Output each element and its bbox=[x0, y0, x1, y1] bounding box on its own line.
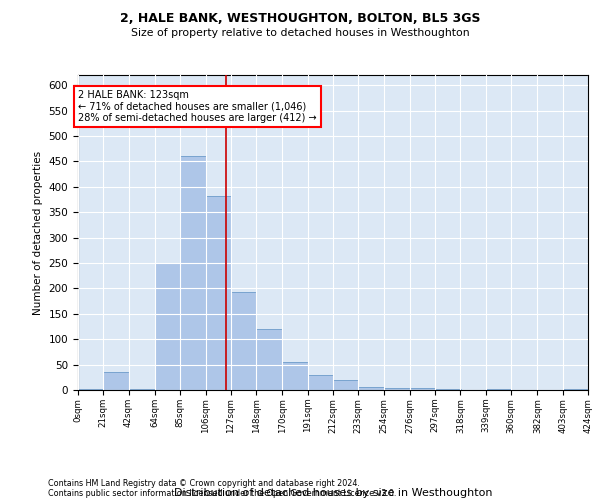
Text: 2 HALE BANK: 123sqm
← 71% of detached houses are smaller (1,046)
28% of semi-det: 2 HALE BANK: 123sqm ← 71% of detached ho… bbox=[78, 90, 317, 124]
Y-axis label: Number of detached properties: Number of detached properties bbox=[33, 150, 43, 314]
Bar bbox=[155, 263, 180, 390]
Bar bbox=[231, 292, 256, 390]
Bar bbox=[103, 372, 128, 390]
Text: 2, HALE BANK, WESTHOUGHTON, BOLTON, BL5 3GS: 2, HALE BANK, WESTHOUGHTON, BOLTON, BL5 … bbox=[120, 12, 480, 26]
Bar bbox=[180, 156, 205, 390]
Bar bbox=[256, 329, 283, 390]
Bar bbox=[410, 388, 435, 390]
Bar bbox=[333, 380, 358, 390]
Bar bbox=[308, 375, 333, 390]
Bar bbox=[283, 362, 308, 390]
Bar bbox=[383, 388, 410, 390]
Text: Contains HM Land Registry data © Crown copyright and database right 2024.: Contains HM Land Registry data © Crown c… bbox=[48, 478, 360, 488]
Text: Contains public sector information licensed under the Open Government Licence v3: Contains public sector information licen… bbox=[48, 488, 397, 498]
X-axis label: Distribution of detached houses by size in Westhoughton: Distribution of detached houses by size … bbox=[174, 488, 492, 498]
Bar bbox=[205, 196, 231, 390]
Text: Size of property relative to detached houses in Westhoughton: Size of property relative to detached ho… bbox=[131, 28, 469, 38]
Bar bbox=[358, 388, 383, 390]
